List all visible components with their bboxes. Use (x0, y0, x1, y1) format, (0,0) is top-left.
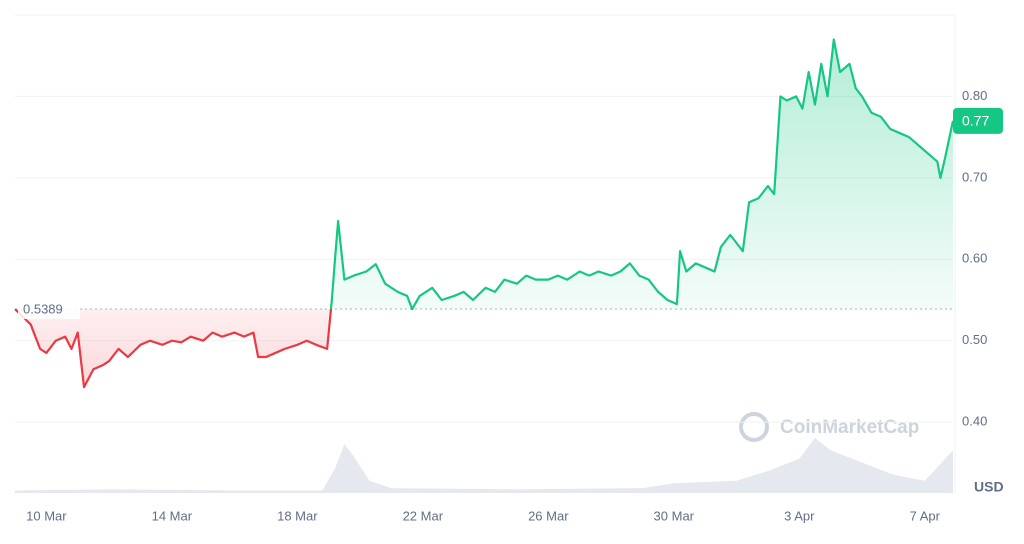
x-tick-label: 3 Apr (784, 508, 815, 523)
currency-label: USD (974, 479, 1004, 495)
x-tick-label: 7 Apr (910, 508, 941, 523)
x-tick-label: 30 Mar (654, 508, 695, 523)
x-tick-label: 10 Mar (26, 508, 67, 523)
watermark-logo (739, 412, 769, 442)
volume-area (15, 438, 953, 493)
x-tick-label: 14 Mar (152, 508, 193, 523)
y-tick-label: 0.70 (962, 169, 987, 184)
watermark-text: CoinMarketCap (780, 417, 919, 438)
x-tick-label: 18 Mar (277, 508, 318, 523)
price-area (15, 39, 953, 388)
y-tick-label: 0.80 (962, 88, 987, 103)
watermark: CoinMarketCap (739, 412, 919, 442)
price-line (14, 38, 955, 389)
y-tick-label: 0.40 (962, 414, 987, 429)
x-tick-label: 26 Mar (528, 508, 569, 523)
y-tick-label: 0.60 (962, 251, 987, 266)
baseline-label: 0.5389 (23, 301, 63, 316)
baseline-label-bg (18, 299, 80, 320)
last-price-badge (953, 107, 1003, 134)
last-price-label: 0.77 (962, 113, 989, 129)
x-tick-label: 22 Mar (403, 508, 444, 523)
y-tick-label: 0.50 (962, 332, 987, 347)
